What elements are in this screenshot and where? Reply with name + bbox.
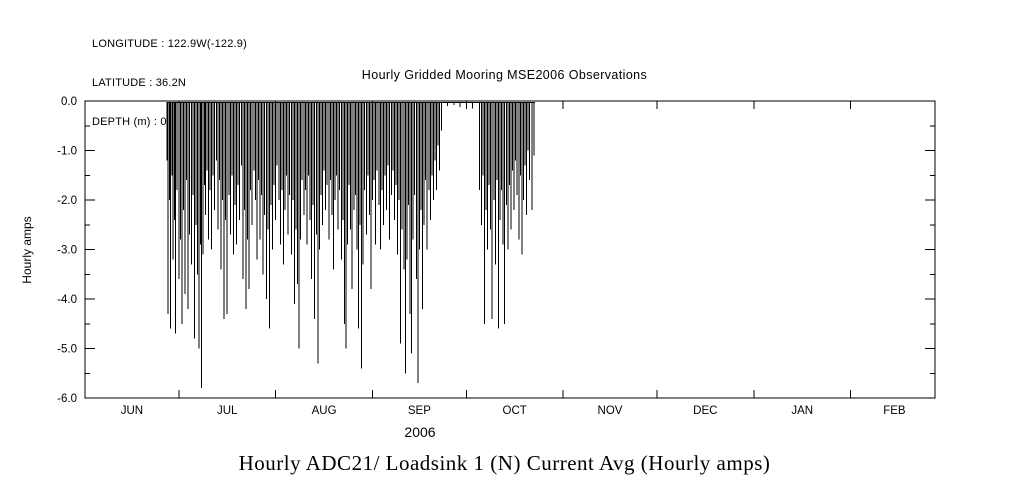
x-tick-label: JAN [791, 405, 813, 417]
x-tick-label: JUN [121, 405, 143, 417]
y-tick-label: -6.0 [57, 393, 77, 405]
y-tick-label: -2.0 [57, 195, 77, 207]
x-tick-label: FEB [883, 405, 906, 417]
longitude-label: LONGITUDE : 122.9W(-122.9) [92, 38, 247, 50]
plot-title: Hourly Gridded Mooring MSE2006 Observati… [361, 68, 648, 82]
y-tick-label: -4.0 [57, 294, 77, 306]
y-tick-label: 0.0 [61, 96, 77, 108]
y-tick-label: -3.0 [57, 245, 77, 257]
y-tick-label: -5.0 [57, 344, 77, 356]
x-axis-year-label: 2006 [404, 424, 436, 440]
figure-title: Hourly ADC21/ Loadsink 1 (N) Current Avg… [238, 451, 771, 475]
x-tick-label: DEC [693, 405, 717, 417]
data-series-line [166, 102, 535, 389]
axis-box [84, 100, 936, 399]
y-axis-label: Hourly amps [20, 216, 34, 284]
depth-label: DEPTH (m) : 0 [92, 116, 167, 128]
x-tick-label: AUG [312, 405, 337, 417]
x-tick-label: OCT [503, 405, 527, 417]
x-tick-label: JUL [217, 405, 238, 417]
latitude-label: LATITUDE : 36.2N [92, 77, 187, 89]
x-tick-label: NOV [598, 405, 623, 417]
x-tick-label: SEP [408, 405, 431, 417]
y-tick-label: -1.0 [57, 146, 77, 158]
coordinate-annotations: LONGITUDE : 122.9W(-122.9) LATITUDE : 36… [92, 12, 247, 155]
